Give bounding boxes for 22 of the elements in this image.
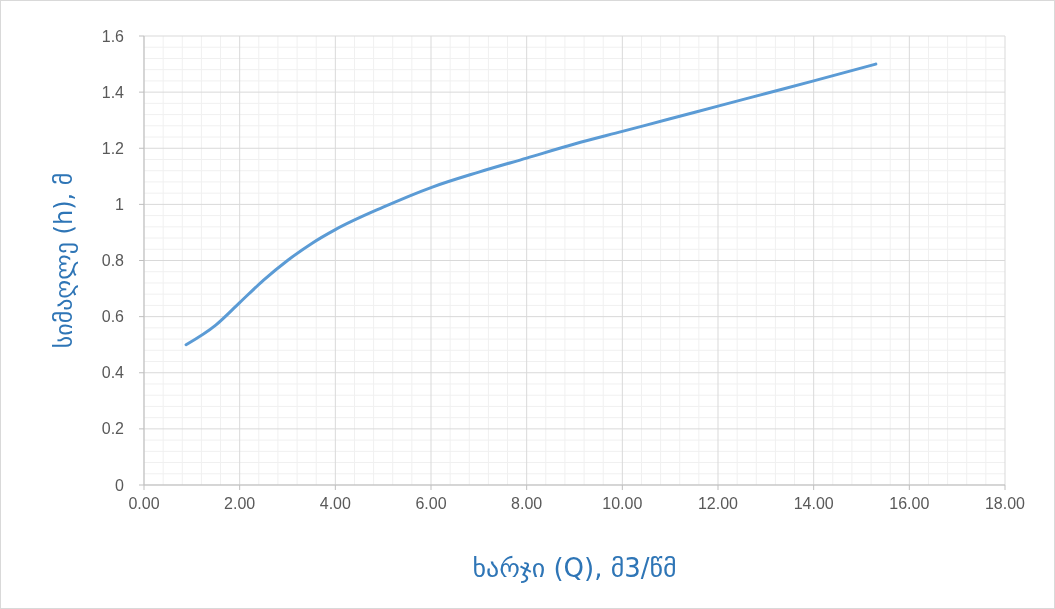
- x-tick-label: 2.00: [224, 495, 256, 512]
- x-tick-label: 10.00: [602, 495, 643, 512]
- x-tick-label: 6.00: [415, 495, 447, 512]
- x-tick-label: 8.00: [511, 495, 543, 512]
- y-tick-label: 0.6: [101, 308, 125, 326]
- y-tick-label: 1.6: [101, 27, 125, 45]
- y-tick-label: 1: [115, 195, 125, 213]
- y-axis-title: სიმაღლე (h), მ: [50, 172, 78, 349]
- x-tick-label: 14.00: [793, 495, 834, 512]
- y-tick-label: 1.4: [101, 83, 125, 101]
- x-axis-title: ხარჯი (Q), მ3/წმ: [472, 553, 677, 583]
- line-series: [184, 62, 878, 347]
- x-tick-label: 0.00: [128, 495, 160, 512]
- y-tick-label: 0.2: [101, 420, 125, 438]
- x-tick-label: 12.00: [697, 495, 739, 512]
- y-tick-label: 0: [115, 476, 125, 494]
- y-tick-label: 0.4: [101, 364, 125, 382]
- x-tick-label: 4.00: [319, 495, 352, 512]
- y-tick-label: 1.2: [101, 139, 125, 157]
- y-tick-label: 0.8: [101, 252, 125, 270]
- x-tick-label: 18.00: [984, 495, 1026, 512]
- x-tick-label: 16.00: [889, 495, 930, 512]
